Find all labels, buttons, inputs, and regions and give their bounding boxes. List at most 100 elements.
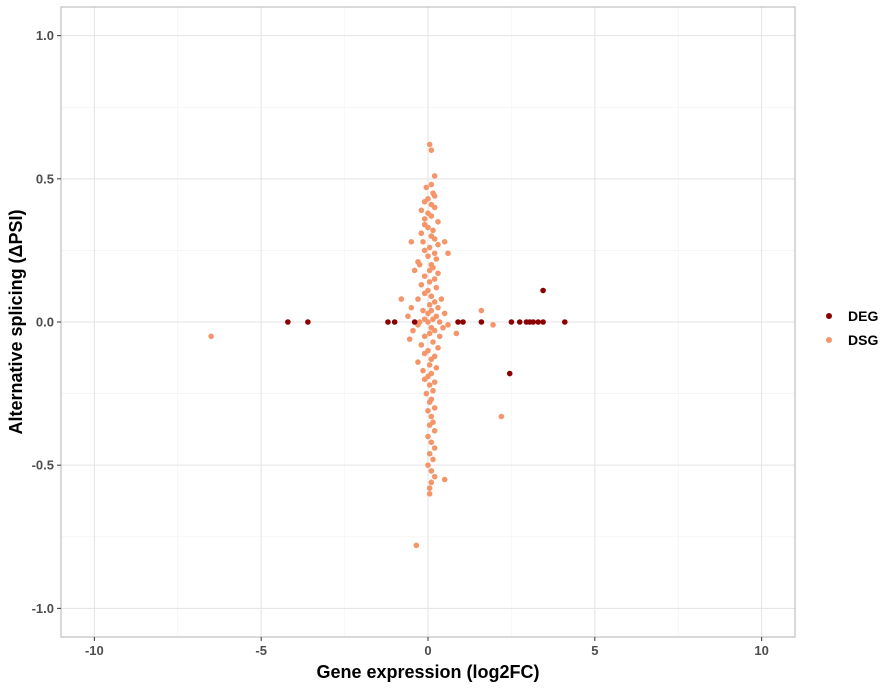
data-point-dsg <box>426 244 433 251</box>
data-point-dsg <box>498 413 505 420</box>
data-point-dsg <box>435 304 441 311</box>
data-point-dsg <box>428 413 435 420</box>
data-point-dsg <box>426 485 433 491</box>
y-axis-title: Alternative splicing (ΔPSI) <box>6 210 26 435</box>
data-point-dsg <box>421 290 428 297</box>
x-axis-title: Gene expression (log2FC) <box>316 662 539 682</box>
data-point-deg <box>506 370 513 377</box>
data-point-deg <box>561 319 568 325</box>
data-point-dsg <box>430 456 436 463</box>
points-layer <box>208 141 568 549</box>
data-point-dsg <box>441 239 448 245</box>
data-point-dsg <box>426 362 433 368</box>
data-point-dsg <box>416 261 423 268</box>
legend-key-deg <box>826 313 832 319</box>
data-point-dsg <box>428 479 435 486</box>
data-point-dsg <box>418 207 425 214</box>
data-point-deg <box>455 319 461 325</box>
data-point-dsg <box>428 439 435 446</box>
data-point-dsg <box>453 330 460 337</box>
data-point-dsg <box>420 367 426 374</box>
data-point-dsg <box>418 342 425 348</box>
legend-key-dsg <box>826 337 832 343</box>
y-tick-label: -0.5 <box>32 458 54 473</box>
data-point-dsg <box>420 239 426 245</box>
data-point-dsg <box>421 350 428 357</box>
data-point-dsg <box>431 327 438 334</box>
data-point-dsg <box>426 422 433 428</box>
data-point-dsg <box>431 405 438 411</box>
data-point-dsg <box>410 327 416 334</box>
data-point-dsg <box>430 387 436 394</box>
data-point-dsg <box>411 267 418 274</box>
data-point-deg <box>516 319 523 325</box>
data-point-dsg <box>426 450 433 457</box>
data-point-dsg <box>425 407 431 414</box>
y-tick-label: 0.5 <box>36 171 54 186</box>
data-point-dsg <box>445 250 451 257</box>
data-point-dsg <box>431 299 438 305</box>
data-point-dsg <box>425 224 431 231</box>
data-point-dsg <box>418 230 425 237</box>
data-point-dsg <box>435 218 441 225</box>
data-point-dsg <box>433 284 440 291</box>
data-point-dsg <box>433 365 440 371</box>
data-point-dsg <box>421 198 428 205</box>
data-point-dsg <box>415 296 421 302</box>
data-point-dsg <box>445 322 451 328</box>
data-point-dsg <box>430 316 436 322</box>
data-point-dsg <box>405 313 411 320</box>
data-point-deg <box>305 319 311 325</box>
data-point-dsg <box>421 216 428 222</box>
data-point-dsg <box>426 491 433 497</box>
data-point-dsg <box>431 379 438 385</box>
data-point-dsg <box>431 428 438 434</box>
data-point-dsg <box>431 173 438 179</box>
data-point-dsg <box>426 399 433 405</box>
y-tick-label: 1.0 <box>36 28 54 43</box>
data-point-dsg <box>431 445 438 451</box>
data-point-dsg <box>435 270 441 277</box>
data-point-deg <box>478 319 485 325</box>
data-point-dsg <box>430 339 436 345</box>
data-point-dsg <box>431 473 438 480</box>
data-point-dsg <box>418 281 425 288</box>
data-point-dsg <box>440 324 446 331</box>
data-point-dsg <box>398 296 405 302</box>
data-point-deg <box>460 319 466 325</box>
data-point-dsg <box>421 376 428 383</box>
data-point-dsg <box>425 462 431 468</box>
data-point-deg <box>540 287 546 294</box>
data-point-dsg <box>408 239 415 245</box>
x-tick-label: 5 <box>591 643 598 658</box>
data-point-dsg <box>426 302 433 308</box>
data-point-deg <box>535 319 541 325</box>
data-point-dsg <box>423 390 430 397</box>
data-point-dsg <box>208 333 214 340</box>
data-point-dsg <box>490 322 496 328</box>
data-point-dsg <box>428 356 435 363</box>
data-point-dsg <box>436 319 443 325</box>
legend-label-dsg: DSG <box>848 332 878 348</box>
data-point-dsg <box>431 250 438 257</box>
data-point-deg <box>385 319 391 325</box>
data-point-dsg <box>408 304 415 311</box>
data-point-dsg <box>428 293 435 300</box>
data-point-dsg <box>426 141 433 148</box>
data-point-dsg <box>433 256 440 262</box>
data-point-dsg <box>441 310 448 317</box>
data-point-deg <box>508 319 515 325</box>
data-point-dsg <box>421 247 428 254</box>
y-axis-ticks: -1.0 -0.5 0.0 0.5 1.0 <box>32 28 61 616</box>
y-tick-label: -1.0 <box>32 601 54 616</box>
data-point-dsg <box>430 227 436 234</box>
data-point-dsg <box>441 476 448 483</box>
x-tick-label: 10 <box>754 643 768 658</box>
data-point-dsg <box>421 333 428 340</box>
data-point-dsg <box>415 359 421 365</box>
data-point-dsg <box>428 213 435 219</box>
data-point-dsg <box>406 336 413 342</box>
data-point-dsg <box>431 236 438 242</box>
data-point-dsg <box>426 279 433 285</box>
